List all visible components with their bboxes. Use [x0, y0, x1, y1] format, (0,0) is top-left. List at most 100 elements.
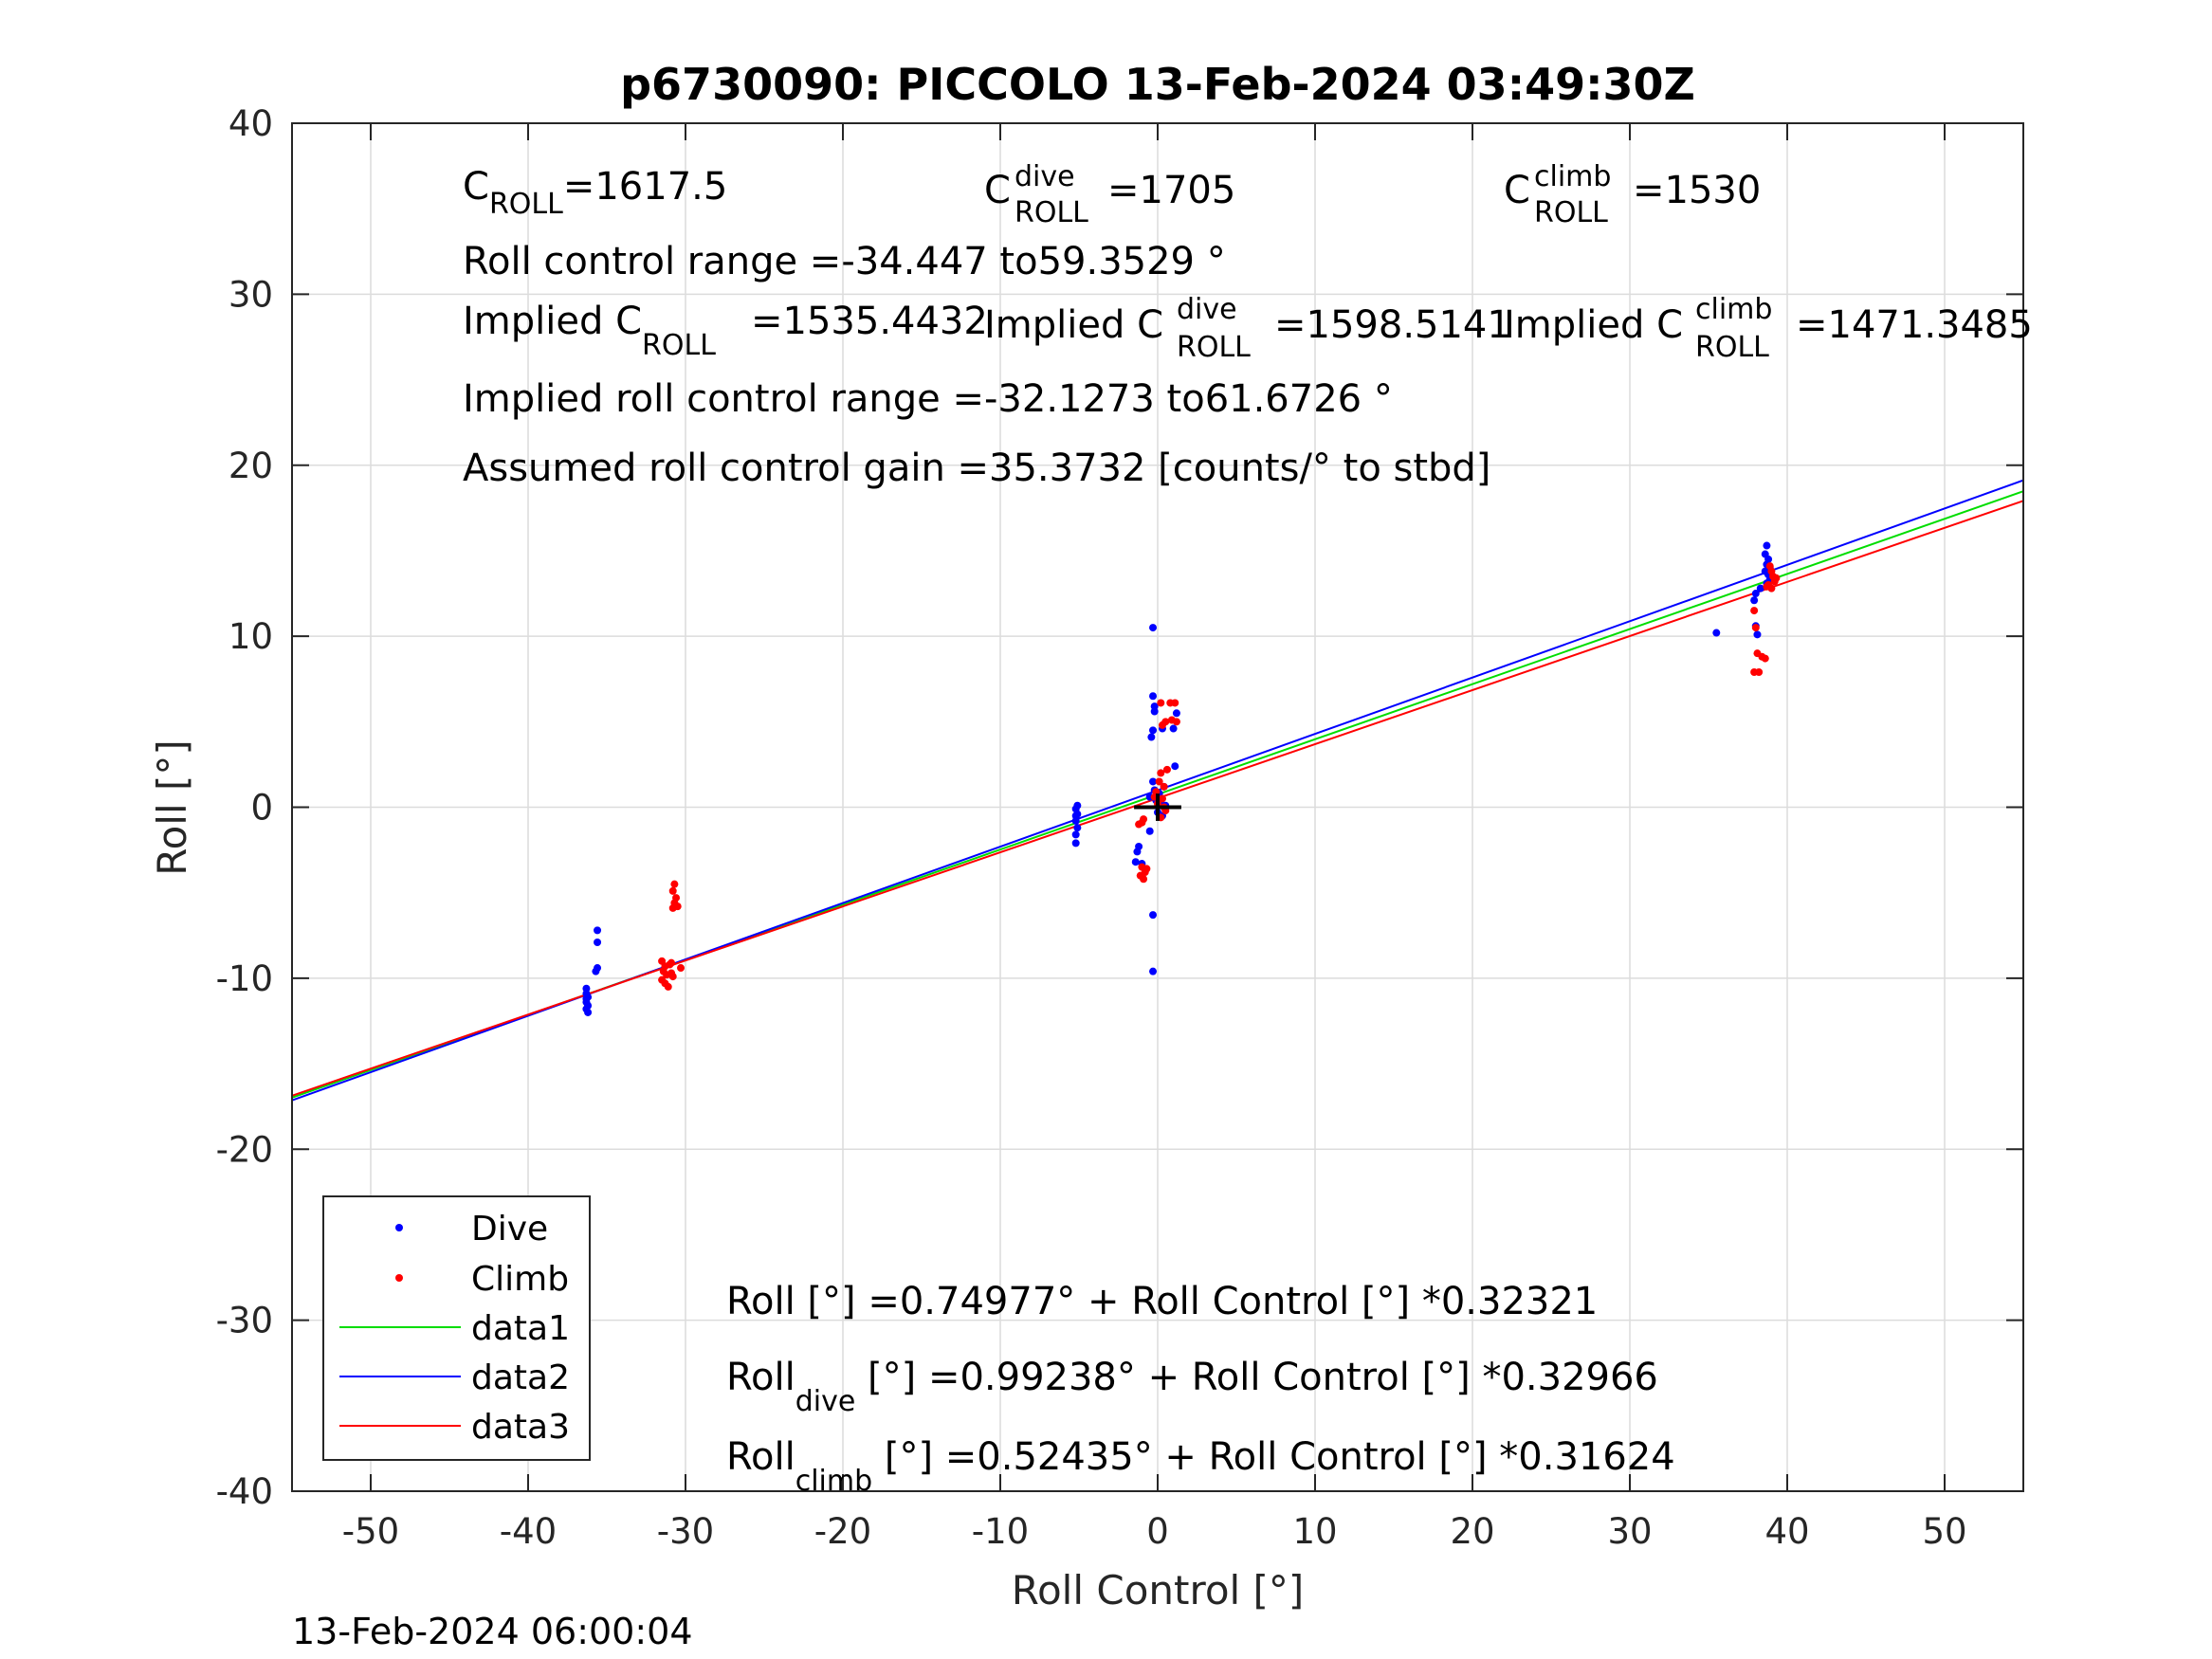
dive-point: [1147, 733, 1156, 741]
climb-point: [668, 886, 677, 895]
c-roll-dive-sub: ROLL: [1015, 196, 1088, 229]
legend-data2-label: data2: [471, 1358, 570, 1397]
c-roll-climb-main: C: [1504, 169, 1530, 212]
fit-climb-main: Roll: [726, 1435, 795, 1479]
dive-point: [1172, 709, 1180, 718]
x-tick-label: 0: [1146, 1511, 1169, 1552]
climb-point: [1171, 699, 1179, 707]
dive-point: [1751, 590, 1760, 598]
dive-point: [1149, 967, 1158, 975]
dive-point: [594, 926, 602, 935]
dive-point: [582, 994, 591, 1003]
y-tick-label: -30: [216, 1301, 273, 1341]
fit-climb-sub: climb: [795, 1465, 872, 1498]
legend-climb-marker: [395, 1274, 403, 1282]
dive-point: [1763, 541, 1771, 550]
climb-point: [673, 902, 682, 911]
dive-point: [1756, 584, 1764, 592]
implied-c-roll-value: =1535.4432: [751, 300, 988, 343]
y-tick-label: -40: [216, 1471, 273, 1512]
x-tick-label: -30: [657, 1511, 714, 1552]
climb-point: [1162, 765, 1171, 774]
tick-marks: [292, 122, 2023, 1492]
x-tick-label: -50: [342, 1511, 399, 1552]
chart-title: p6730090: PICCOLO 13-Feb-2024 03:49:30Z: [620, 59, 1695, 110]
dive-point: [1149, 692, 1158, 701]
dive-point: [1150, 702, 1159, 711]
climb-point: [1138, 818, 1146, 827]
dive-point: [1149, 911, 1158, 920]
origin-crosshair: [1134, 793, 1181, 821]
x-tick-label: 30: [1607, 1511, 1652, 1552]
climb-point: [1750, 607, 1759, 615]
climb-point: [668, 973, 677, 981]
x-tick-label: 20: [1450, 1511, 1494, 1552]
x-tick-label: -20: [814, 1511, 871, 1552]
climb-point: [1172, 718, 1180, 726]
y-tick-labels: 40 30 20 10 0 -10 -20 -30 -40: [216, 103, 273, 1512]
dive-point: [594, 938, 602, 946]
c-roll-dive-sup: dive: [1015, 160, 1075, 193]
dive-point: [1169, 724, 1178, 733]
dive-point: [1131, 858, 1140, 866]
climb-point: [670, 880, 679, 888]
c-roll-main: C: [463, 165, 489, 209]
c-roll-dive-main: C: [984, 169, 1011, 212]
x-tick-label: 40: [1764, 1511, 1809, 1552]
legend-data3-label: data3: [471, 1408, 570, 1447]
dive-point: [584, 1008, 593, 1016]
y-tick-label: 10: [229, 616, 273, 657]
climb-point: [1140, 875, 1148, 884]
implied-c-roll-dive-sup: dive: [1177, 293, 1237, 326]
x-axis-label: Roll Control [°]: [1012, 1567, 1305, 1613]
implied-c-roll-sub: ROLL: [642, 329, 716, 362]
dive-point: [1133, 848, 1142, 856]
c-roll-climb-annotation: C: [1504, 169, 1530, 212]
y-tick-label: 40: [229, 103, 273, 144]
dive-point: [592, 967, 600, 975]
implied-c-roll-climb-sup: climb: [1695, 293, 1772, 326]
y-tick-label: 30: [229, 274, 273, 315]
legend-dive-marker: [395, 1224, 403, 1231]
assumed-gain-text: Assumed roll control gain =35.3732 [coun…: [463, 447, 1490, 490]
legend-dive-label: Dive: [471, 1210, 548, 1249]
dive-point: [1071, 830, 1080, 839]
fit-dive-rest: [°] =0.99238° + Roll Control [°] *0.3296…: [855, 1356, 1658, 1399]
legend-data1-label: data1: [471, 1309, 570, 1348]
c-roll-climb-sup: climb: [1534, 160, 1611, 193]
implied-c-roll-main: Implied C: [463, 300, 642, 343]
c-roll-climb-value: =1530: [1633, 169, 1761, 212]
fit-dive-text: Rolldive [°] =0.99238° + Roll Control [°…: [726, 1356, 1658, 1418]
c-roll-value: =1617.5: [563, 165, 727, 209]
timestamp-text: 13-Feb-2024 06:00:04: [292, 1611, 693, 1652]
climb-point: [677, 964, 686, 973]
climb-point: [1143, 865, 1151, 873]
climb-point: [667, 958, 676, 967]
y-tick-label: -20: [216, 1129, 273, 1170]
implied-c-roll-dive-main: Implied C: [984, 303, 1163, 347]
c-roll-dive-annotation: C: [984, 169, 1011, 212]
climb-point: [1160, 782, 1168, 791]
climb-point: [1761, 654, 1769, 663]
climb-point: [1157, 699, 1165, 707]
x-tick-labels: -50 -40 -30 -20 -10 0 10 20 30 40 50: [342, 1511, 1967, 1552]
x-tick-label: -10: [972, 1511, 1029, 1552]
legend: Dive Climb data1 data2 data3: [322, 1195, 591, 1461]
climb-point: [1751, 624, 1760, 632]
dive-point: [1149, 777, 1158, 786]
y-tick-label: 20: [229, 446, 273, 486]
fit-dive-sub: dive: [795, 1385, 856, 1418]
dive-point: [1071, 811, 1080, 820]
fit-all-text: Roll [°] =0.74977° + Roll Control [°] *0…: [726, 1280, 1598, 1323]
dive-point: [1149, 624, 1158, 632]
roll-control-range-text: Roll control range =-34.447 to59.3529 °: [463, 240, 1226, 283]
implied-c-roll-dive-sub: ROLL: [1177, 331, 1251, 364]
implied-c-roll-climb-value: =1471.3485: [1796, 303, 2033, 347]
dive-point: [1712, 629, 1721, 637]
implied-c-roll-annotation: Implied CROLL: [463, 300, 716, 362]
climb-point: [1755, 668, 1764, 677]
c-roll-dive-value: =1705: [1107, 169, 1235, 212]
y-axis-label: Roll [°]: [149, 739, 195, 875]
dive-point: [1149, 726, 1158, 735]
